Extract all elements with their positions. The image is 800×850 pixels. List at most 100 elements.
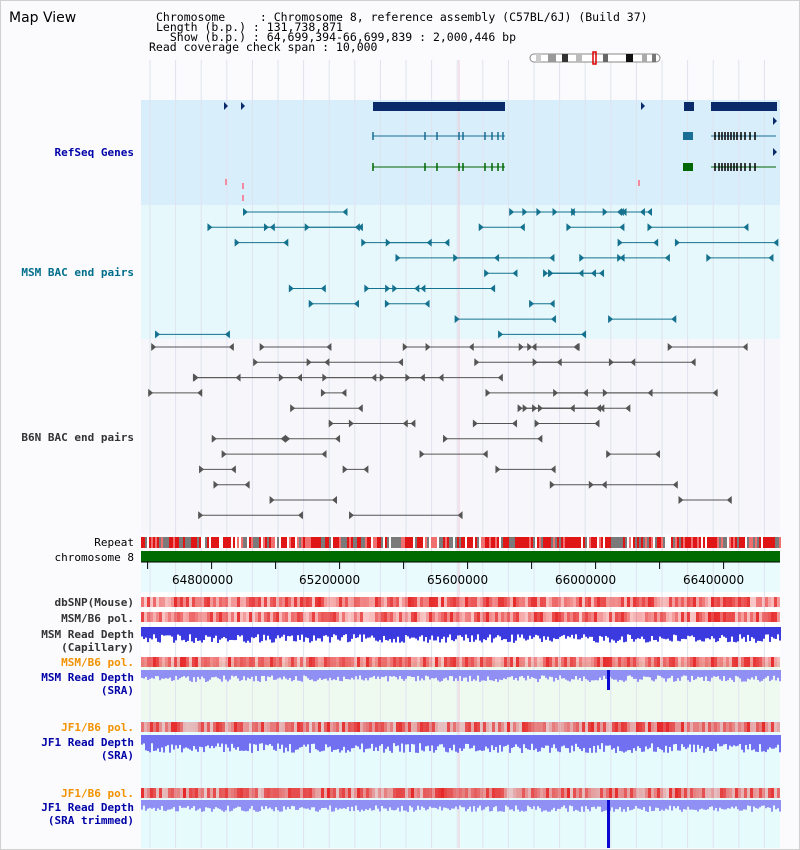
track-label-jf1-depth-trimmed[interactable]: JF1 Read Depth xyxy=(41,801,134,814)
msm-capillary-depth-bar xyxy=(147,627,149,643)
jf1-trim-pol-heat-cell xyxy=(240,788,243,798)
jf1-trimmed-depth-bar xyxy=(411,800,413,808)
track-label-b6n-bac[interactable]: B6N BAC end pairs xyxy=(21,431,134,444)
msm-pol-heat-cell xyxy=(279,612,282,622)
track-label-msm-b6-pol[interactable]: MSM/B6 pol. xyxy=(61,612,134,625)
jf1-sra-depth-bar xyxy=(211,735,213,746)
msm-pol-heat-cell xyxy=(744,612,747,622)
jf1-trimmed-depth-bar xyxy=(759,800,761,808)
bac-end-marker xyxy=(482,450,488,459)
msm-pol-heat-cell xyxy=(492,612,495,622)
jf1-trimmed-depth-bar xyxy=(627,800,629,807)
dbsnp-heat-cell xyxy=(636,597,639,607)
gene-block xyxy=(684,102,694,111)
jf1-sra-depth-bar xyxy=(743,735,745,753)
msm-pol-heat-cell xyxy=(558,612,561,622)
dbsnp-heat-cell xyxy=(777,597,780,607)
jf1-trim-pol-heat-cell xyxy=(630,788,633,798)
jf1-trimmed-depth-bar xyxy=(163,800,165,811)
jf1-trimmed-depth-bar xyxy=(187,800,189,807)
repeat-segment xyxy=(429,537,431,548)
jf1-pol-heat-cell xyxy=(597,722,600,732)
msm-pol-heat-cell xyxy=(177,612,180,622)
jf1-pol-heat-cell xyxy=(225,722,228,732)
jf1-sra-depth-bar xyxy=(527,735,529,750)
jf1-pol-heat-cell xyxy=(339,722,342,732)
msm-sra-pol-heat-cell xyxy=(171,657,174,667)
repeat-segment xyxy=(389,537,391,548)
track-label-msm-depth-capillary[interactable]: MSM Read Depth xyxy=(41,628,134,641)
msm-sra-depth-bar xyxy=(223,670,225,676)
msm-sra-depth-bar xyxy=(141,670,143,678)
jf1-trimmed-depth-bar xyxy=(241,800,243,811)
bac-end-marker xyxy=(672,480,678,489)
msm-pol-heat-cell xyxy=(399,612,402,622)
track-label-msm-depth-sra[interactable]: MSM Read Depth xyxy=(41,671,134,684)
track-label-dbsnp[interactable]: dbSNP(Mouse) xyxy=(54,596,134,609)
repeat-segment xyxy=(417,537,419,548)
jf1-trimmed-depth-bar xyxy=(301,800,303,808)
jf1-trimmed-depth-bar xyxy=(703,800,705,810)
jf1-sra-depth-bar xyxy=(217,735,219,744)
track-label-jf1-b6-pol[interactable]: JF1/B6 pol. xyxy=(61,721,134,734)
jf1-sra-depth-bar xyxy=(225,735,227,745)
msm-capillary-depth-bar xyxy=(473,627,475,642)
dbsnp-heat-cell xyxy=(576,597,579,607)
jf1-sra-depth-bar xyxy=(441,735,443,745)
jf1-sra-depth-bar xyxy=(623,735,625,753)
msm-sra-pol-heat-cell xyxy=(618,657,621,667)
jf1-sra-depth-bar xyxy=(363,735,365,753)
repeat-segment xyxy=(515,537,517,548)
dbsnp-heat-cell xyxy=(582,597,585,607)
jf1-trimmed-depth-bar xyxy=(477,800,479,808)
jf1-trim-pol-heat-cell xyxy=(657,788,660,798)
msm-sra-depth-bar xyxy=(657,670,659,676)
msm-sra-depth-bar xyxy=(215,670,217,677)
msm-capillary-depth-bar xyxy=(709,627,711,640)
jf1-trim-pol-heat-cell xyxy=(462,788,465,798)
repeat-segment xyxy=(719,537,721,548)
msm-sra-depth-bar xyxy=(163,670,165,679)
ideogram-band xyxy=(626,54,633,62)
track-label-jf1-depth-sra[interactable]: JF1 Read Depth xyxy=(41,736,134,749)
jf1-pol-heat-cell xyxy=(600,722,603,732)
dbsnp-heat-cell xyxy=(756,597,759,607)
repeat-segment xyxy=(299,537,301,548)
msm-sra-pol-heat-cell xyxy=(423,657,426,667)
msm-sra-depth-bar xyxy=(671,670,673,676)
msm-capillary-depth-bar xyxy=(391,627,393,643)
repeat-segment xyxy=(303,537,305,548)
msm-pol-heat-cell xyxy=(378,612,381,622)
jf1-trim-pol-heat-cell xyxy=(180,788,183,798)
jf1-sra-depth-bar xyxy=(727,735,729,750)
track-label-refseq-genes[interactable]: RefSeq Genes xyxy=(54,146,134,159)
jf1-pol-heat-cell xyxy=(231,722,234,732)
track-label-msm-b6-pol-sra[interactable]: MSM/B6 pol. xyxy=(61,656,134,669)
jf1-pol-heat-cell xyxy=(531,722,534,732)
msm-pol-heat-cell xyxy=(354,612,357,622)
msm-sra-depth-bar xyxy=(775,670,777,681)
dbsnp-heat-cell xyxy=(165,597,168,607)
jf1-trimmed-depth-bar xyxy=(465,800,467,812)
msm-pol-heat-cell xyxy=(771,612,774,622)
msm-pol-heat-cell xyxy=(411,612,414,622)
repeat-segment xyxy=(615,537,617,548)
jf1-sra-depth-bar xyxy=(153,735,155,751)
msm-capillary-depth-bar xyxy=(467,627,469,639)
repeat-segment xyxy=(213,537,215,548)
jf1-trim-pol-heat-cell xyxy=(492,788,495,798)
jf1-trimmed-depth-bar xyxy=(181,800,183,808)
track-label-msm-bac[interactable]: MSM BAC end pairs xyxy=(21,266,134,279)
track-label-jf1-b6-pol-trimmed[interactable]: JF1/B6 pol. xyxy=(61,787,134,800)
msm-pol-heat-cell xyxy=(549,612,552,622)
jf1-trim-pol-heat-cell xyxy=(741,788,744,798)
msm-sra-depth-bar xyxy=(421,670,423,679)
jf1-trim-pol-heat-cell xyxy=(171,788,174,798)
msm-capillary-depth-bar xyxy=(537,627,539,636)
jf1-sra-depth-bar xyxy=(769,735,771,748)
dbsnp-heat-cell xyxy=(687,597,690,607)
msm-pol-heat-cell xyxy=(609,612,612,622)
msm-sra-pol-heat-cell xyxy=(189,657,192,667)
msm-sra-pol-heat-cell xyxy=(717,657,720,667)
